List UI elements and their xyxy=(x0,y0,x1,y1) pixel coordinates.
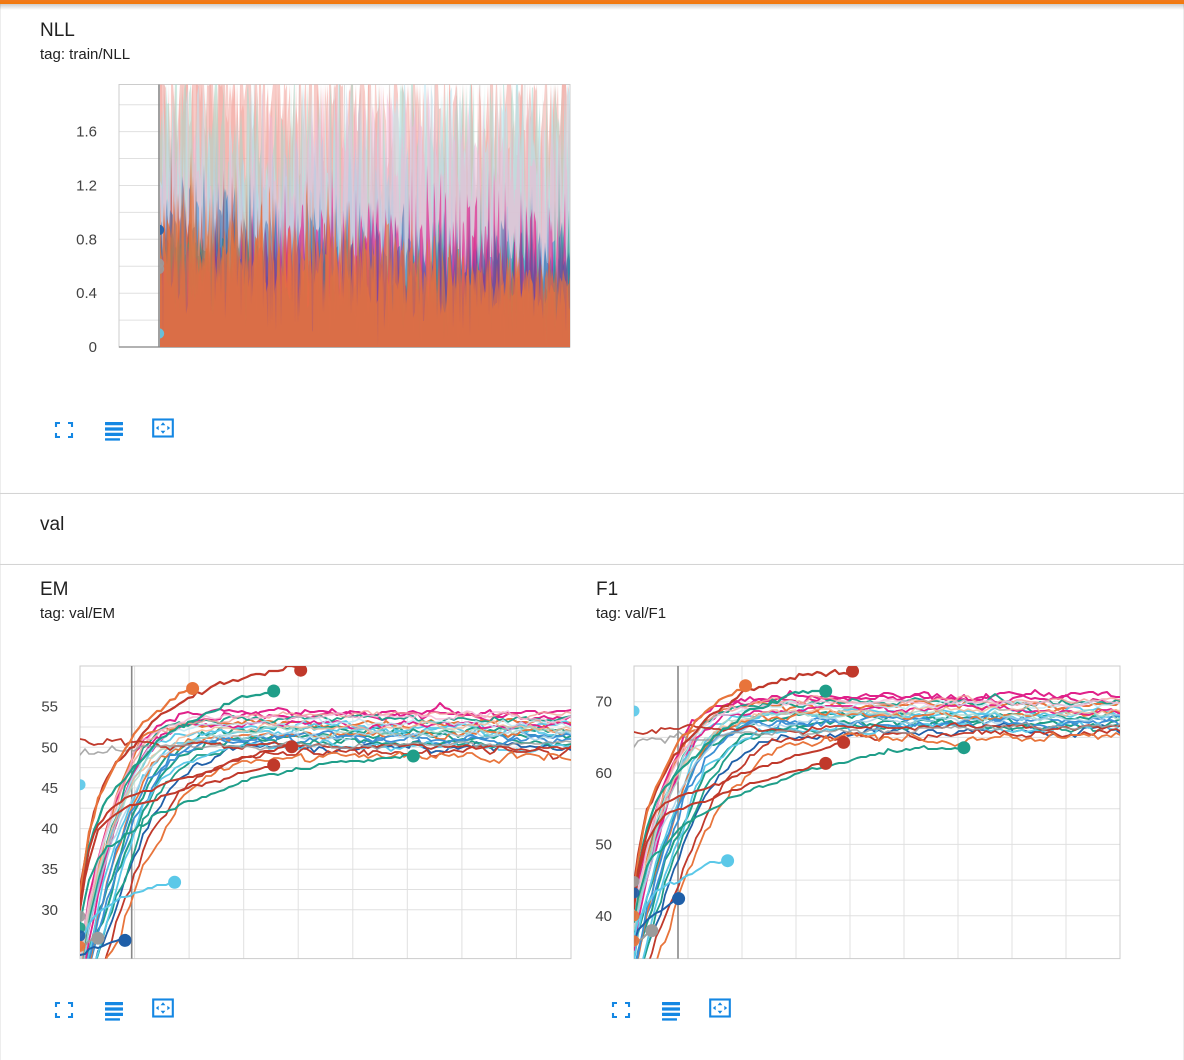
svg-text:45: 45 xyxy=(41,780,58,797)
svg-text:0: 0 xyxy=(89,339,97,356)
svg-text:40: 40 xyxy=(595,908,612,925)
svg-text:35: 35 xyxy=(41,861,58,878)
svg-text:50: 50 xyxy=(595,836,612,853)
svg-text:50: 50 xyxy=(41,739,58,756)
svg-text:0.8: 0.8 xyxy=(76,231,97,248)
svg-text:0.4: 0.4 xyxy=(76,285,97,302)
svg-text:70: 70 xyxy=(595,694,612,711)
svg-text:55: 55 xyxy=(41,699,58,716)
svg-text:1.2: 1.2 xyxy=(76,178,97,195)
svg-text:60: 60 xyxy=(595,765,612,782)
svg-text:1.6: 1.6 xyxy=(76,124,97,141)
svg-text:40: 40 xyxy=(41,821,58,838)
svg-text:30: 30 xyxy=(41,902,58,919)
